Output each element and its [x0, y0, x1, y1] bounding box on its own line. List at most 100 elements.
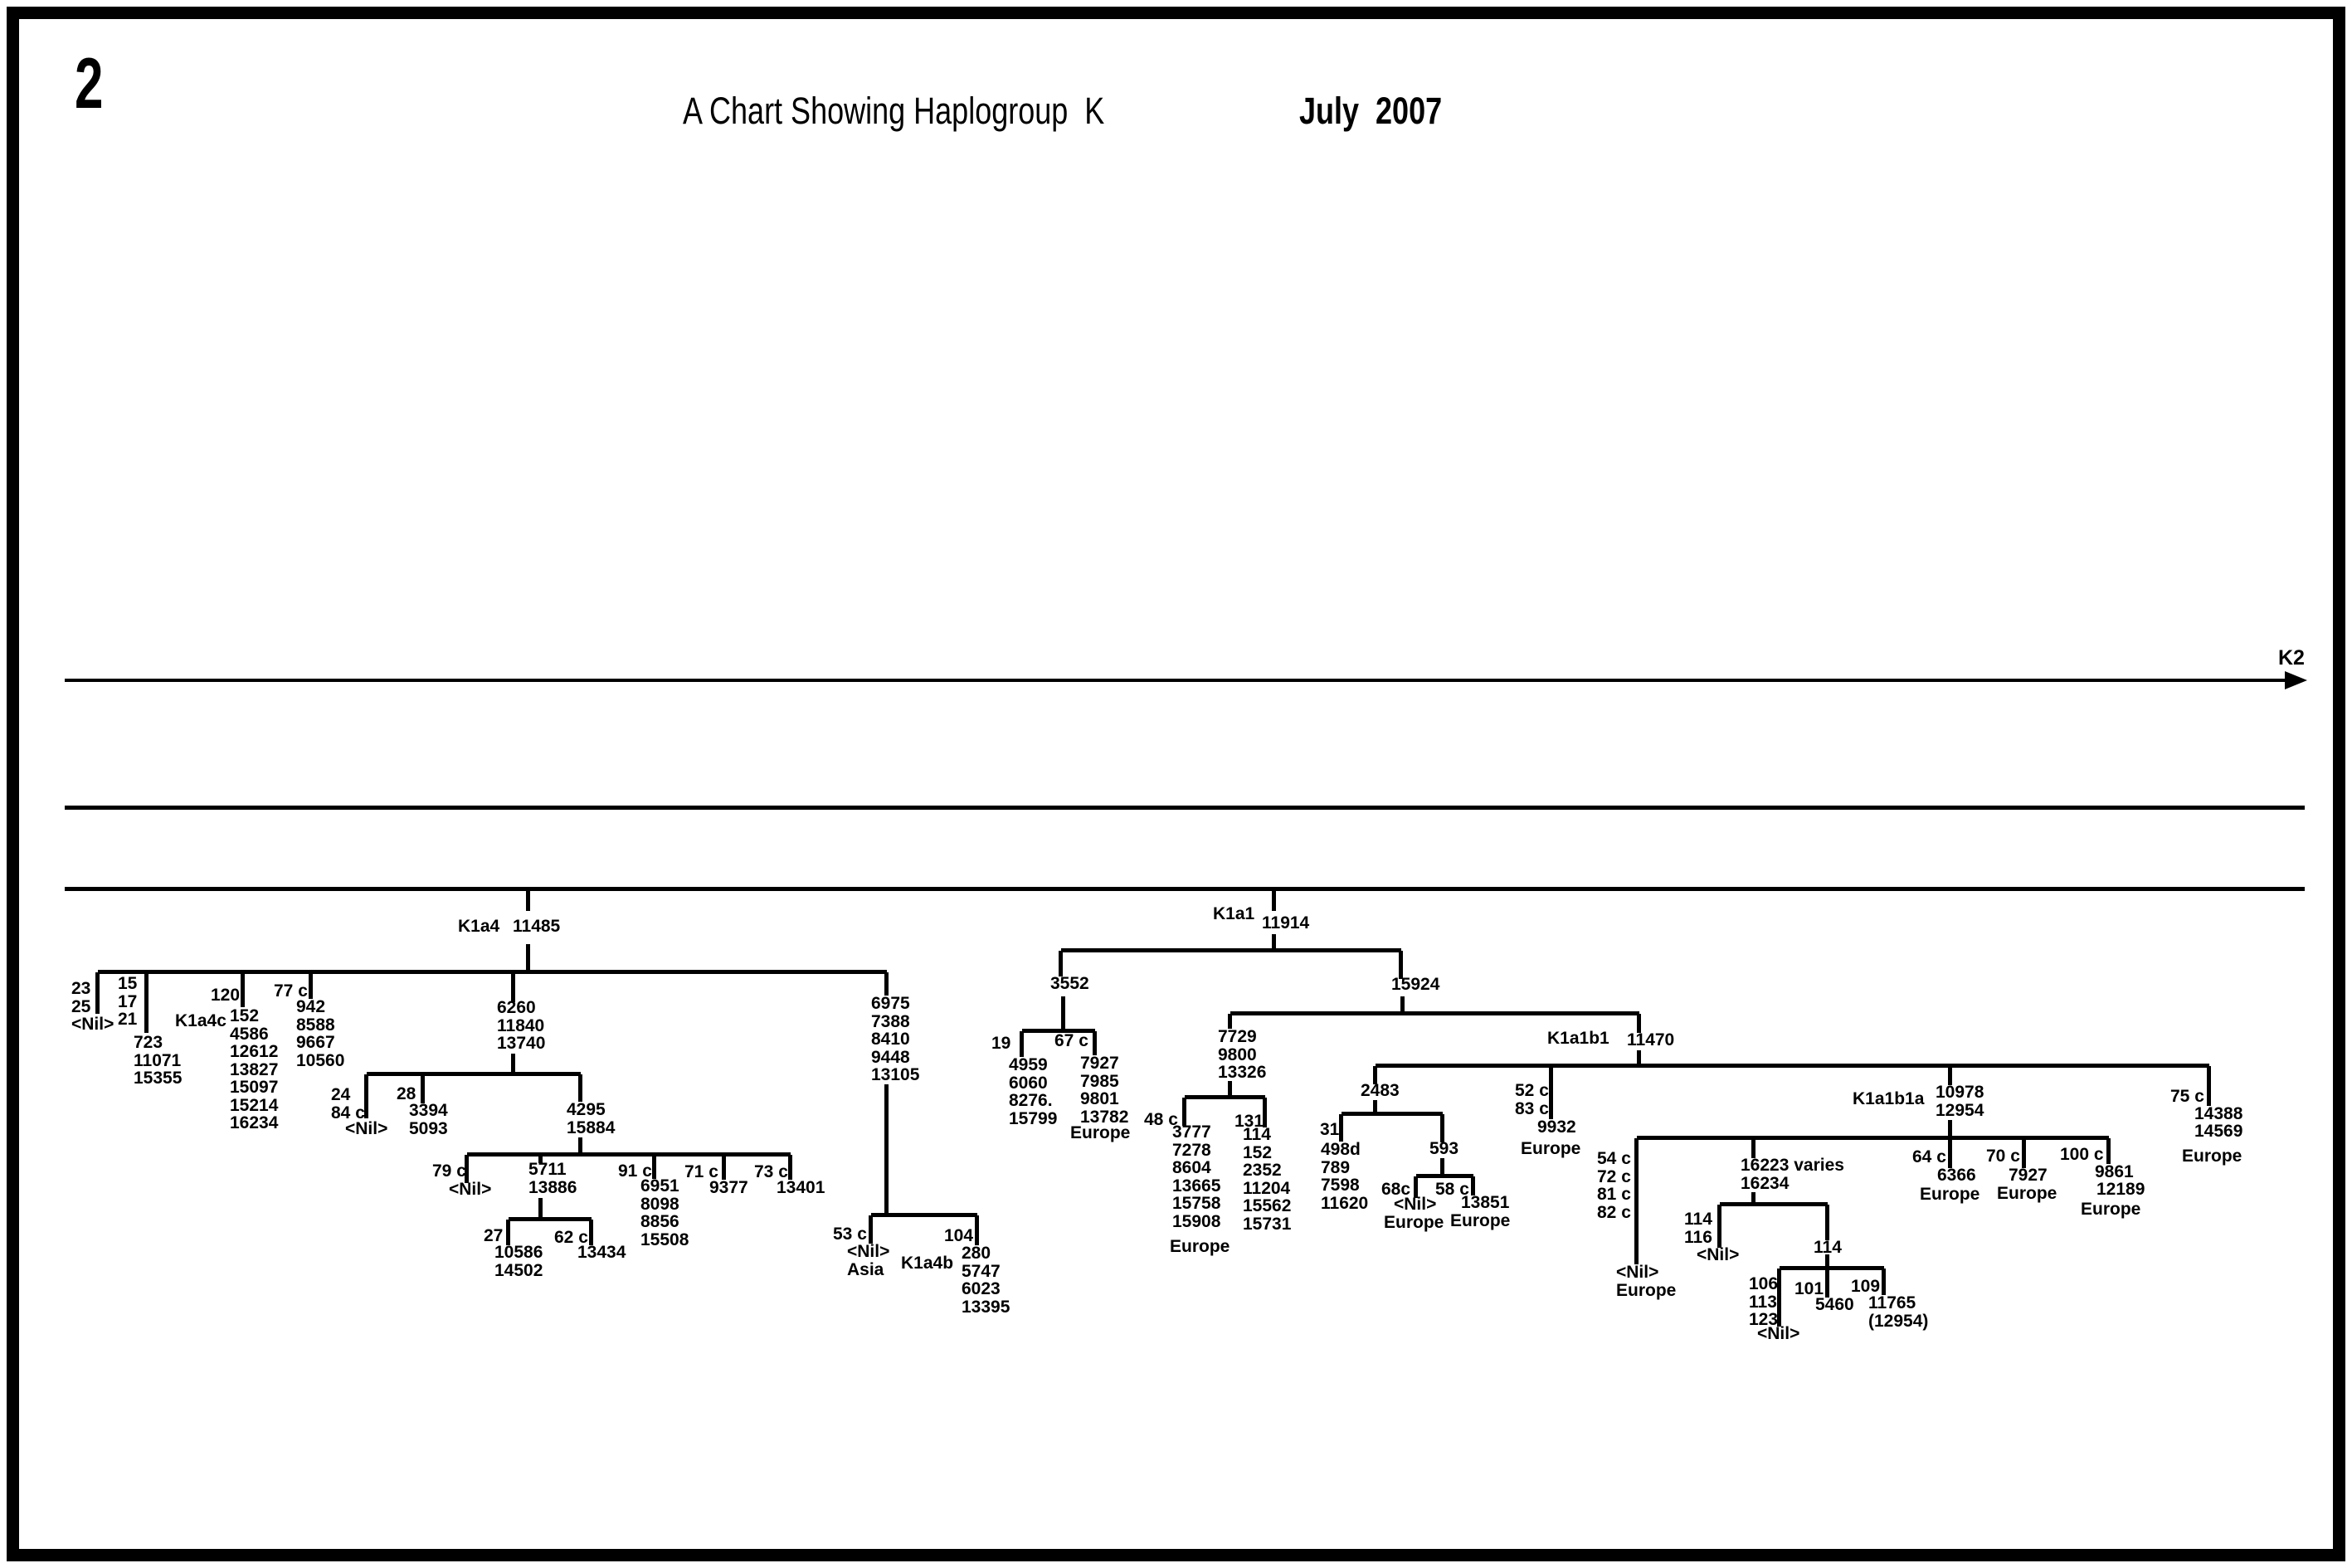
connector-line — [1634, 1138, 1639, 1264]
tree-label: 114 152 2352 11204 15562 15731 — [1243, 1125, 1292, 1234]
connector-line — [511, 972, 515, 1002]
tree-label: 68c — [1381, 1180, 1411, 1199]
tree-label: 5711 13886 — [528, 1160, 577, 1197]
connector-line — [1373, 1066, 1377, 1084]
tree-label: 109 — [1851, 1277, 1881, 1296]
tree-label: 28 — [397, 1084, 416, 1103]
tree-label: 9377 — [709, 1178, 748, 1197]
tree-label: 14388 — [2194, 1104, 2243, 1123]
connector-line — [871, 1213, 977, 1217]
connector-line — [1637, 1014, 1641, 1033]
connector-line — [509, 1217, 592, 1221]
tree-label: 100 c — [2060, 1145, 2104, 1164]
tree-label: 10978 12954 — [1936, 1083, 1984, 1120]
connector-line — [1825, 1254, 1829, 1270]
connector-line — [1471, 1176, 1475, 1195]
tree-label: 15924 — [1391, 975, 1440, 994]
tree-label: 104 — [944, 1226, 974, 1245]
connector-line — [722, 1155, 726, 1180]
tree-label: 3552 — [1050, 974, 1089, 993]
tree-label: K1a1b1 — [1547, 1029, 1609, 1048]
tree-label: 10586 14502 — [494, 1243, 543, 1280]
tree-label: <Nil> — [1757, 1324, 1800, 1343]
tree-label: 70 c — [1986, 1147, 2020, 1166]
connector-line — [1059, 951, 1063, 976]
tree-label: 31 — [1320, 1120, 1340, 1139]
connector-line — [1637, 1050, 1641, 1068]
connector-line — [1228, 1081, 1232, 1099]
tree-label: 54 c 72 c 81 c 82 c — [1597, 1149, 1631, 1222]
connector-line — [1825, 1269, 1829, 1298]
connector-line — [1061, 996, 1065, 1033]
connector-line — [1373, 1100, 1377, 1116]
connector-line — [788, 1155, 792, 1180]
connector-line — [65, 679, 2293, 682]
tree-label: Europe — [1170, 1237, 1230, 1256]
tree-label: 723 11071 15355 — [134, 1033, 183, 1088]
tree-label: 52 c 83 c — [1515, 1081, 1549, 1118]
tree-label: 7729 9800 13326 — [1218, 1027, 1267, 1082]
connector-line — [1228, 1014, 1232, 1029]
connector-line — [241, 972, 245, 1007]
tree-label: 16223 varies 16234 — [1741, 1156, 1844, 1193]
tree-label: <Nil> Europe — [1616, 1263, 1677, 1300]
tree-label: 58 c — [1435, 1180, 1469, 1199]
tree-label: 4295 15884 — [567, 1100, 616, 1137]
tree-label: 24 84 c — [331, 1085, 365, 1122]
connector-line — [1717, 1205, 1721, 1248]
connector-line — [1342, 1112, 1443, 1116]
tree-label: Europe — [1997, 1184, 2057, 1203]
connector-line — [364, 1074, 368, 1118]
tree-label: 11485 — [513, 917, 561, 936]
tree-label: <Nil> — [1394, 1195, 1437, 1214]
connector-line — [98, 970, 887, 974]
connector-line — [1948, 1138, 1952, 1168]
connector-line — [1948, 1066, 1952, 1085]
connector-line — [1339, 1114, 1343, 1142]
tree-label: 75 c — [2170, 1087, 2204, 1106]
tree-label: K1a1 — [1213, 904, 1255, 923]
page-title: A Chart Showing Haplogroup K — [683, 90, 1105, 132]
connector-line — [1637, 1136, 2109, 1140]
connector-line — [367, 1072, 581, 1076]
connector-line — [1399, 951, 1403, 979]
connector-line — [1777, 1269, 1781, 1327]
tree-label: 101 — [1794, 1279, 1824, 1298]
connector-line — [1272, 934, 1276, 952]
tree-label: 73 c — [754, 1162, 788, 1181]
connector-line — [1751, 1138, 1755, 1158]
connector-line — [2106, 1138, 2111, 1164]
tree-label: Europe — [1521, 1139, 1581, 1158]
tree-label: 23 25 <Nil> — [71, 979, 114, 1034]
connector-line — [511, 1054, 515, 1076]
connector-line — [309, 972, 313, 999]
tree-label: 106 113 123 — [1749, 1274, 1779, 1329]
tree-label: K1a4b — [901, 1254, 954, 1273]
tree-label: 13401 — [777, 1178, 825, 1197]
tree-label: 9861 — [2095, 1162, 2134, 1181]
connector-line — [421, 1074, 425, 1103]
tree-label: 91 c — [618, 1161, 652, 1181]
tree-label: 13851 — [1461, 1193, 1510, 1212]
tree-label: 5460 — [1815, 1295, 1854, 1314]
connector-line — [1185, 1095, 1265, 1099]
connector-line — [1440, 1158, 1444, 1178]
connector-line — [2207, 1066, 2211, 1106]
tree-label: 4959 6060 8276. 15799 — [1009, 1055, 1058, 1128]
connector-line — [578, 1074, 582, 1102]
connector-line — [1272, 890, 1276, 911]
connector-line — [467, 1152, 791, 1157]
connector-line — [975, 1215, 979, 1245]
tree-label: 152 4586 12612 13827 15097 15214 16234 — [230, 1006, 279, 1132]
k2-branch-label: K2 — [2278, 646, 2305, 670]
tree-label: 14569 — [2194, 1122, 2243, 1141]
connector-line — [1751, 1192, 1755, 1206]
tree-label: Europe — [1450, 1211, 1511, 1230]
connector-line — [465, 1155, 469, 1183]
tree-label: Europe — [1070, 1123, 1131, 1142]
tree-label: 71 c — [684, 1162, 718, 1181]
tree-label: K1a4c — [175, 1011, 226, 1030]
connector-line — [578, 1137, 582, 1157]
tree-label: 27 — [484, 1226, 504, 1245]
connector-line — [1230, 1011, 1639, 1015]
